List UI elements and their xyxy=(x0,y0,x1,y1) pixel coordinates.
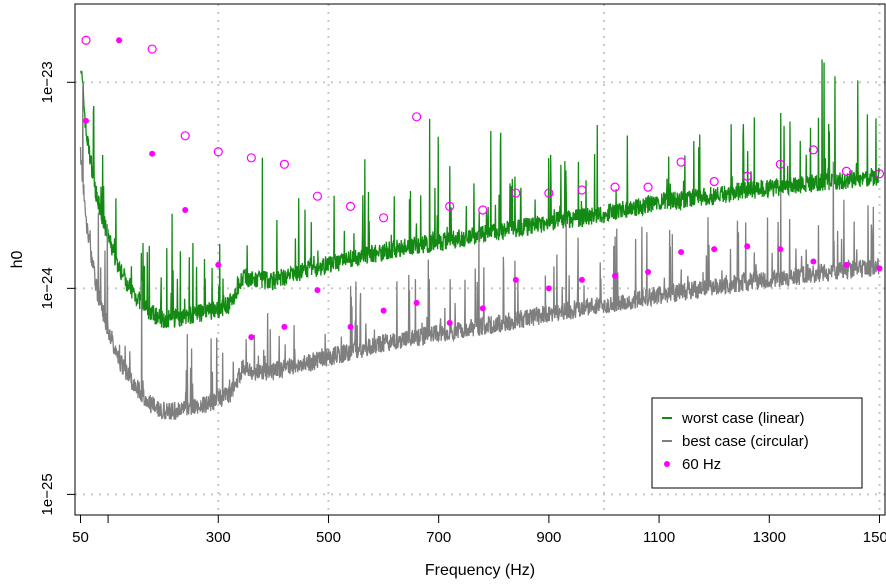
y-axis: 1e−23 1e−24 1e−25 xyxy=(39,61,75,515)
x-axis-label: Frequency (Hz) xyxy=(425,562,535,579)
marker-open-circle xyxy=(676,157,686,167)
marker-open-circle xyxy=(544,188,554,198)
marker-filled-dot xyxy=(413,299,420,306)
marker-filled-dot xyxy=(545,285,552,292)
marker-open-circle xyxy=(808,145,818,155)
x-tick-label: 700 xyxy=(426,529,451,546)
legend-box xyxy=(651,397,863,489)
marker-open-circle xyxy=(610,182,620,192)
x-tick-label: 1500 xyxy=(863,529,886,546)
marker-open-circle xyxy=(643,182,653,192)
x-axis: 50 300 500 700 900 1100 1300 1500 xyxy=(72,515,886,546)
marker-filled-dot xyxy=(83,117,90,124)
y-tick-label: 1e−25 xyxy=(39,473,56,515)
marker-filled-dot xyxy=(678,249,685,256)
x-tick-label: 300 xyxy=(206,529,231,546)
marker-open-circle xyxy=(478,205,488,215)
grid-lines xyxy=(75,4,885,515)
marker-open-circle xyxy=(577,185,587,195)
marker-open-circle xyxy=(742,171,752,181)
marker-open-circle xyxy=(412,112,422,122)
sixty-hz-markers xyxy=(81,35,885,341)
marker-filled-dot xyxy=(314,287,321,294)
x-tick-label: 1100 xyxy=(643,529,675,546)
series-best-case xyxy=(79,86,880,420)
marker-filled-dot xyxy=(182,207,189,214)
legend-label: worst case (linear) xyxy=(681,410,805,427)
plot-frame xyxy=(74,3,886,516)
marker-filled-dot xyxy=(446,319,453,326)
series-worst-case xyxy=(80,59,880,329)
marker-filled-dot xyxy=(380,307,387,314)
marker-filled-dot xyxy=(347,323,354,330)
legend-swatch-dot xyxy=(664,461,670,467)
marker-filled-dot xyxy=(512,276,519,283)
legend-label: best case (circular) xyxy=(682,433,809,450)
marker-filled-dot xyxy=(281,323,288,330)
marker-open-circle xyxy=(246,153,256,163)
marker-open-circle xyxy=(180,131,190,141)
marker-filled-dot xyxy=(149,150,156,157)
marker-open-circle xyxy=(279,159,289,169)
legend-label: 60 Hz xyxy=(682,456,721,473)
marker-filled-dot xyxy=(843,261,850,268)
marker-open-circle xyxy=(709,176,719,187)
x-tick-label: 50 xyxy=(72,529,89,546)
x-tick-label: 500 xyxy=(316,529,341,546)
marker-open-circle xyxy=(445,201,455,211)
marker-filled-dot xyxy=(876,265,883,272)
marker-filled-dot xyxy=(215,261,222,268)
marker-filled-dot xyxy=(578,276,585,283)
marker-filled-dot xyxy=(777,246,784,253)
marker-open-circle xyxy=(775,159,785,169)
marker-filled-dot xyxy=(116,37,123,44)
marker-open-circle xyxy=(345,201,356,211)
marker-open-circle xyxy=(874,169,885,179)
y-axis-label: h0 xyxy=(9,251,26,269)
marker-filled-dot xyxy=(612,272,618,279)
marker-open-circle xyxy=(81,35,91,45)
y-tick-label: 1e−23 xyxy=(39,61,56,103)
marker-filled-dot xyxy=(711,246,718,253)
marker-open-circle xyxy=(147,44,157,54)
y-tick-label: 1e−24 xyxy=(39,267,56,309)
marker-filled-dot xyxy=(248,334,255,341)
marker-open-circle xyxy=(841,166,852,176)
marker-filled-dot xyxy=(645,269,652,276)
x-tick-label: 1300 xyxy=(753,529,786,546)
series-line xyxy=(80,59,880,329)
marker-open-circle xyxy=(213,147,223,157)
series-line xyxy=(79,86,880,420)
x-tick-label: 900 xyxy=(536,529,561,546)
marker-filled-dot xyxy=(810,258,817,265)
marker-filled-dot xyxy=(479,305,486,312)
marker-open-circle xyxy=(378,213,389,223)
marker-open-circle xyxy=(511,188,521,198)
marker-open-circle xyxy=(312,191,323,201)
legend: worst case (linear) best case (circular) 6… xyxy=(651,397,863,489)
marker-filled-dot xyxy=(744,243,751,250)
